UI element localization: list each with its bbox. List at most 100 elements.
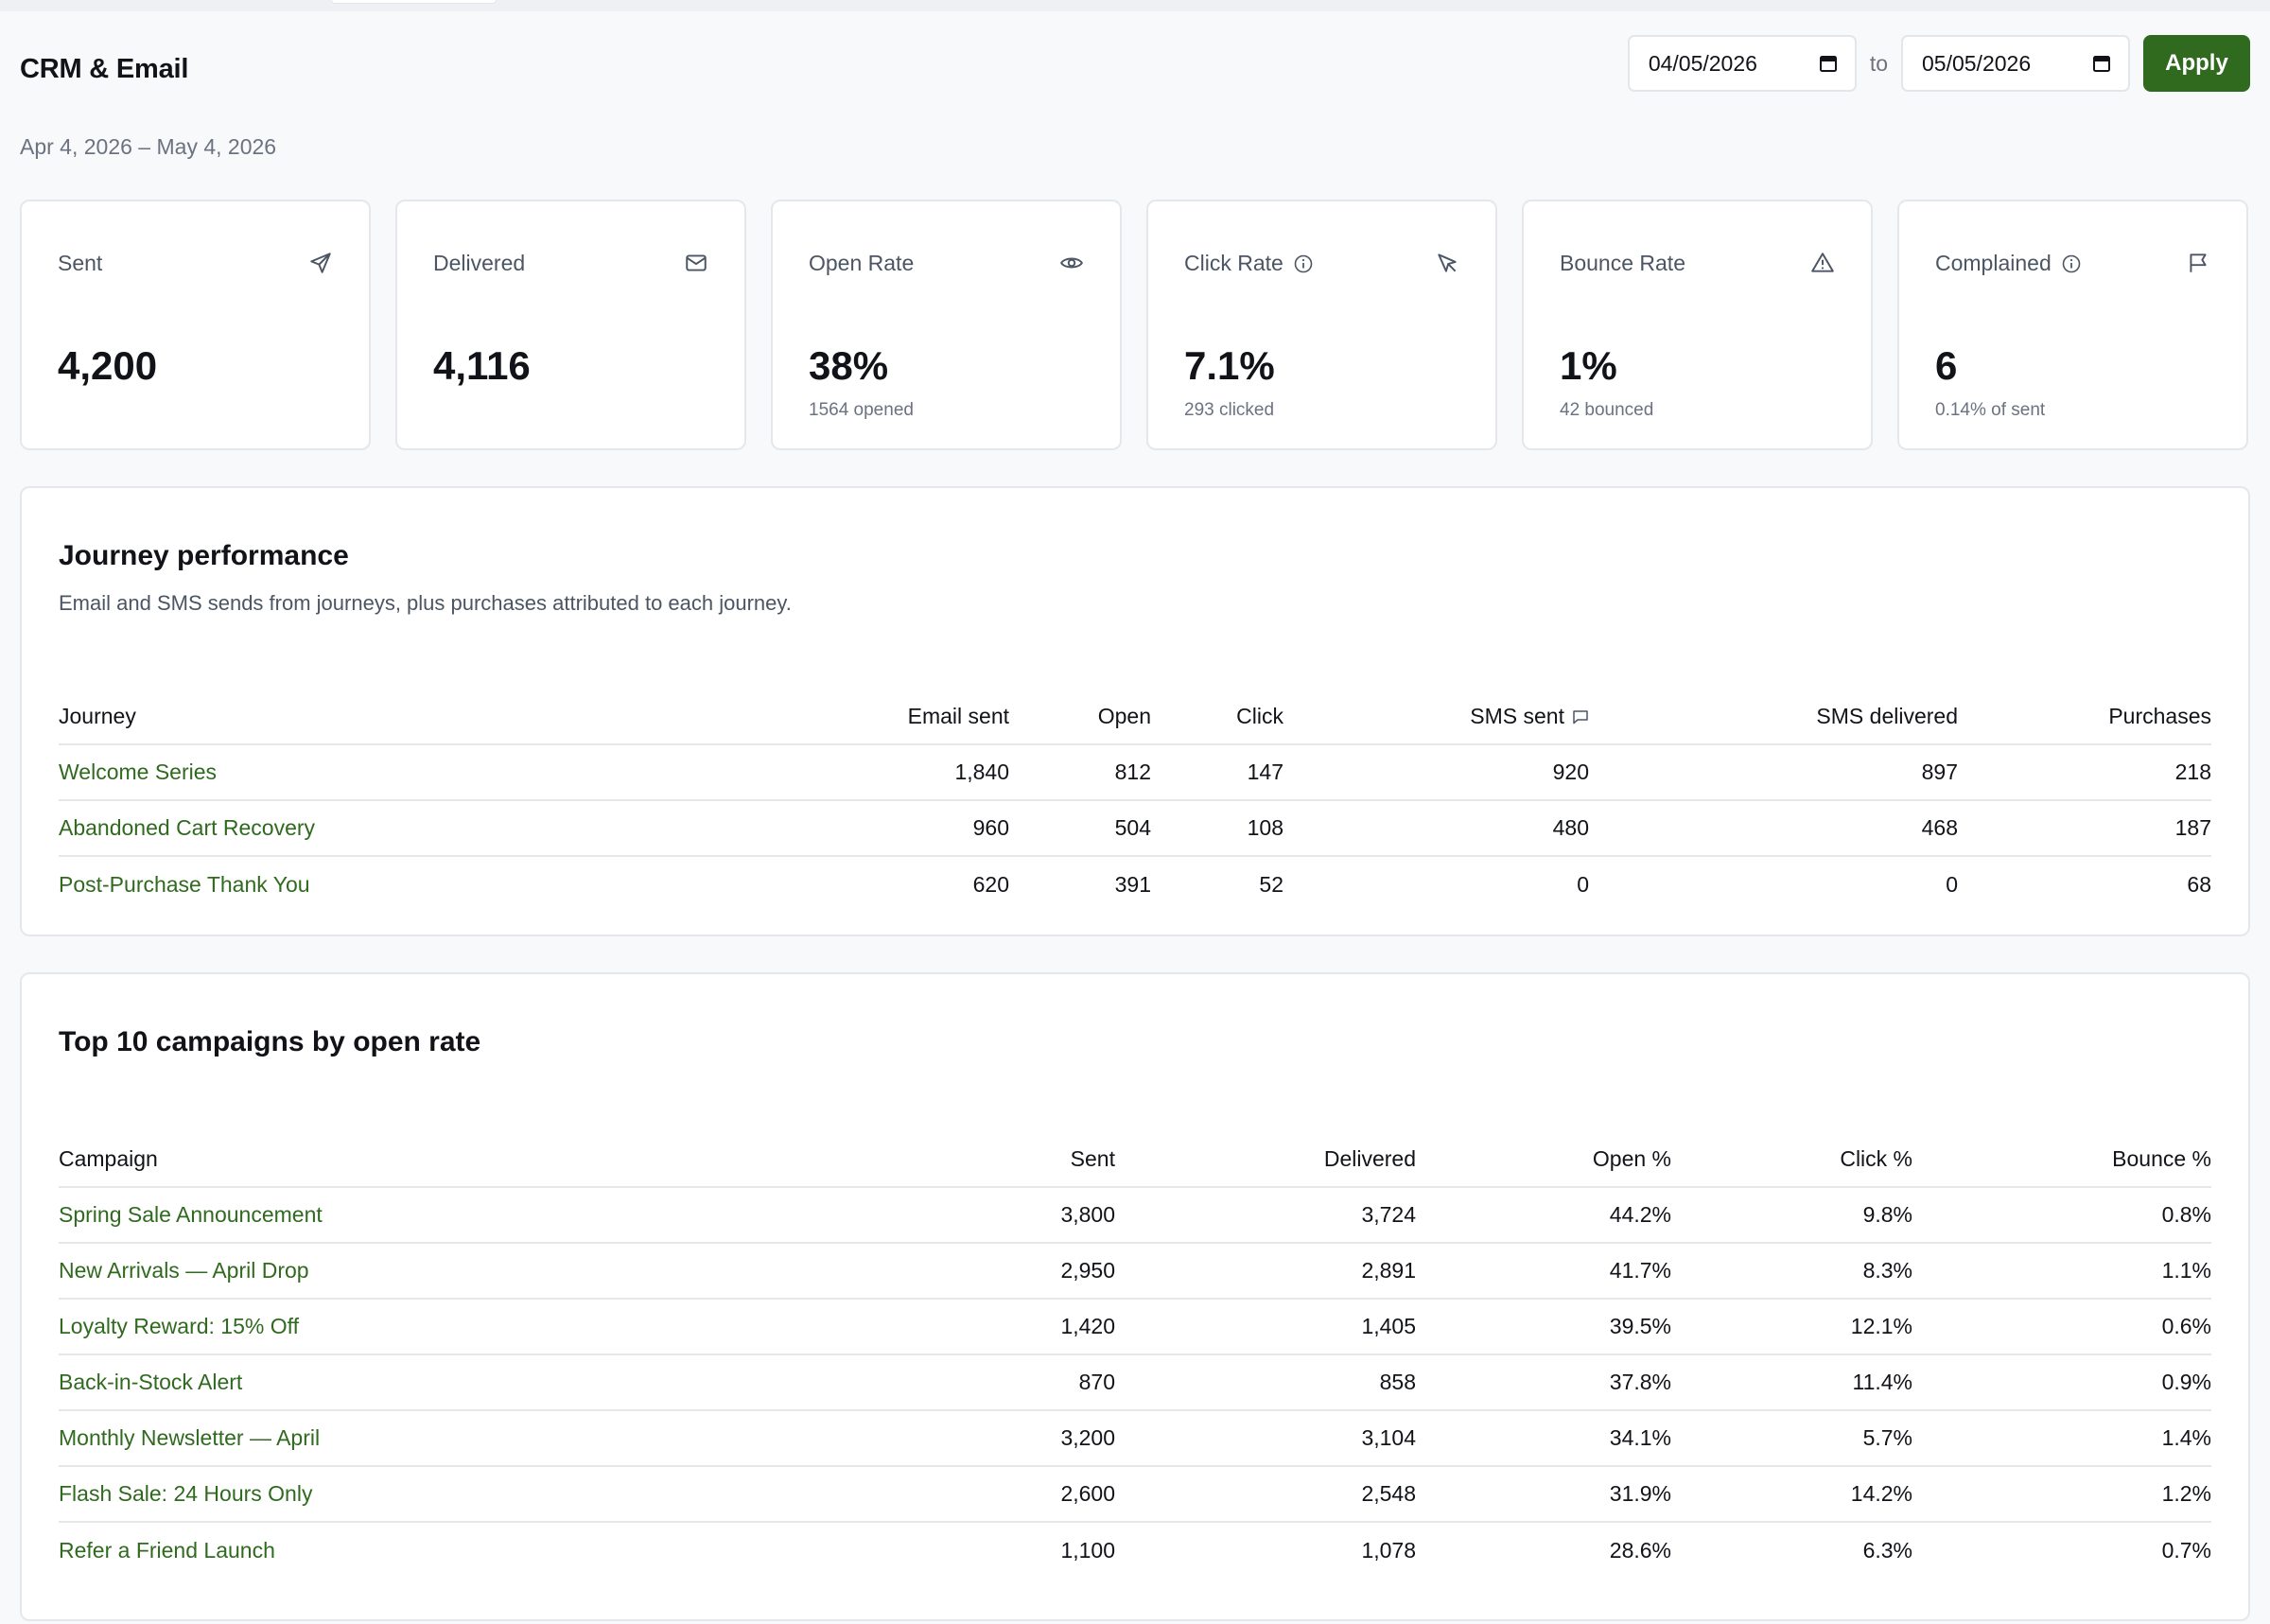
table-cell: 2,950: [607, 1243, 1115, 1300]
table-header-row: Campaign Sent Delivered Open % Click % B…: [59, 1132, 2211, 1188]
column-header: SMS delivered: [1589, 690, 1958, 745]
metric-value: 1%: [1560, 343, 1617, 388]
journey-link[interactable]: Welcome Series: [59, 744, 550, 801]
metric-label-text: Complained: [1935, 251, 2052, 275]
table-row: New Arrivals — April Drop 2,950 2,891 41…: [59, 1243, 2211, 1300]
campaigns-table: Campaign Sent Delivered Open % Click % B…: [59, 1132, 2211, 1578]
table-cell: 1,405: [1115, 1299, 1416, 1355]
metric-cards: Sent 4,200 Delivered 4,116 Open Rate: [20, 200, 2250, 450]
table-row: Refer a Friend Launch 1,100 1,078 28.6% …: [59, 1522, 2211, 1578]
table-header-row: Journey Email sent Open Click SMS sent S…: [59, 690, 2211, 745]
metric-card-bounce-rate: Bounce Rate 1% 42 bounced: [1522, 200, 1873, 450]
column-header: Email sent: [550, 690, 1009, 745]
table-cell: 1.4%: [1912, 1410, 2211, 1467]
metric-label: Sent: [58, 251, 102, 276]
campaign-link[interactable]: Refer a Friend Launch: [59, 1537, 275, 1563]
metric-label: Delivered: [433, 251, 525, 276]
table-cell: 391: [1114, 871, 1151, 897]
table-cell: 1,100: [1060, 1537, 1115, 1563]
page-title: CRM & Email: [20, 54, 189, 84]
table-cell: 6.3%: [1862, 1537, 1912, 1563]
start-date-input[interactable]: 04/05/2026: [1627, 35, 1857, 92]
date-range-controls: 04/05/2026 to 05/05/2026 Apply: [1627, 35, 2250, 92]
table-row: Post-Purchase Thank You 620 391 52 0 0 6…: [59, 856, 2211, 912]
campaign-link[interactable]: New Arrivals — April Drop: [59, 1243, 607, 1300]
metric-label: Complained: [1935, 251, 2082, 276]
table-cell: 897: [1589, 744, 1958, 801]
end-date-input[interactable]: 05/05/2026: [1901, 35, 2130, 92]
top-tab-strip: [0, 0, 2270, 11]
campaign-link[interactable]: Back-in-Stock Alert: [59, 1354, 607, 1411]
table-cell: 218: [1958, 744, 2211, 801]
eye-icon: [1060, 257, 1083, 269]
metric-value: 7.1%: [1184, 343, 1275, 388]
journey-link[interactable]: Abandoned Cart Recovery: [59, 800, 550, 857]
table-cell: 0.8%: [1912, 1187, 2211, 1244]
page-header: CRM & Email 04/05/2026 to 05/05/2026 App…: [20, 35, 2250, 97]
table-row: Welcome Series 1,840 812 147 920 897 218: [59, 744, 2211, 801]
metric-value: 6: [1935, 343, 1958, 388]
column-header: Sent: [607, 1132, 1115, 1188]
column-header: SMS sent: [1283, 690, 1589, 745]
table-cell: 0.6%: [1912, 1299, 2211, 1355]
date-range-label: Apr 4, 2026 – May 4, 2026: [20, 134, 277, 159]
table-cell: 31.9%: [1416, 1466, 1671, 1523]
apply-button[interactable]: Apply: [2143, 35, 2250, 92]
table-cell: 3,800: [607, 1187, 1115, 1244]
campaign-link[interactable]: Monthly Newsletter — April: [59, 1410, 607, 1467]
table-cell: 12.1%: [1671, 1299, 1912, 1355]
campaign-link[interactable]: Loyalty Reward: 15% Off: [59, 1299, 607, 1355]
column-header: Bounce %: [1912, 1132, 2211, 1188]
column-header-label: SMS sent: [1470, 704, 1564, 728]
metric-card-sent: Sent 4,200: [20, 200, 371, 450]
table-cell: 52: [1259, 871, 1283, 897]
metric-label-text: Sent: [58, 251, 103, 275]
metric-card-click-rate: Click Rate 7.1% 293 clicked: [1146, 200, 1497, 450]
table-cell: 920: [1283, 744, 1589, 801]
column-header: Campaign: [59, 1132, 607, 1188]
calendar-icon[interactable]: [1819, 54, 1838, 73]
table-cell: 8.3%: [1671, 1243, 1912, 1300]
table-cell: 2,548: [1115, 1466, 1416, 1523]
campaign-link[interactable]: Spring Sale Announcement: [59, 1187, 607, 1244]
table-cell: 68: [2187, 871, 2211, 897]
active-tab-indicator[interactable]: [331, 0, 497, 4]
metric-subtext: 42 bounced: [1560, 400, 1654, 420]
journey-link[interactable]: Post-Purchase Thank You: [59, 871, 310, 897]
campaign-link[interactable]: Flash Sale: 24 Hours Only: [59, 1466, 607, 1523]
table-cell: 504: [1009, 800, 1151, 857]
table-cell: 0: [1577, 871, 1589, 897]
journey-table: Journey Email sent Open Click SMS sent S…: [59, 690, 2211, 912]
table-cell: 2,891: [1115, 1243, 1416, 1300]
table-cell: 3,200: [607, 1410, 1115, 1467]
metric-card-complained: Complained 6 0.14% of sent: [1897, 200, 2248, 450]
table-cell: 39.5%: [1416, 1299, 1671, 1355]
metric-subtext: 0.14% of sent: [1935, 400, 2046, 420]
metric-label: Bounce Rate: [1560, 251, 1685, 276]
metric-subtext: 293 clicked: [1184, 400, 1275, 420]
to-label: to: [1869, 50, 1888, 76]
table-cell: 37.8%: [1416, 1354, 1671, 1411]
table-cell: 28.6%: [1609, 1537, 1671, 1563]
cursor-icon: [1438, 253, 1457, 272]
table-cell: 11.4%: [1671, 1354, 1912, 1411]
metric-value: 4,200: [58, 343, 158, 388]
metric-value: 4,116: [433, 343, 531, 388]
table-cell: 187: [1958, 800, 2211, 857]
table-row: Spring Sale Announcement 3,800 3,724 44.…: [59, 1187, 2211, 1244]
info-icon[interactable]: [1293, 253, 1314, 274]
column-header: Click %: [1671, 1132, 1912, 1188]
flag-icon: [2190, 253, 2207, 272]
info-icon[interactable]: [2061, 253, 2082, 274]
table-cell: 480: [1283, 800, 1589, 857]
metric-card-delivered: Delivered 4,116: [395, 200, 746, 450]
top-campaigns-panel: Top 10 campaigns by open rate Campaign S…: [20, 972, 2250, 1621]
table-cell: 41.7%: [1416, 1243, 1671, 1300]
column-header: Journey: [59, 690, 550, 745]
calendar-icon[interactable]: [2092, 54, 2111, 73]
table-cell: 3,104: [1115, 1410, 1416, 1467]
table-cell: 960: [550, 800, 1009, 857]
table-cell: 1.1%: [1912, 1243, 2211, 1300]
table-cell: 468: [1589, 800, 1958, 857]
metric-label: Click Rate: [1184, 251, 1314, 276]
